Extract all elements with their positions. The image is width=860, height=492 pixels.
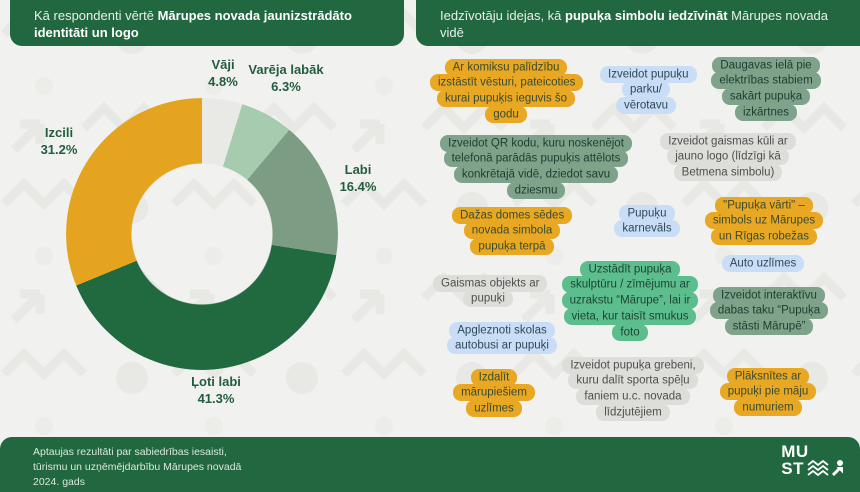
- footer-caption: Aptaujas rezultāti par sabiedrības iesai…: [33, 446, 242, 489]
- idea-tag-text: Daugavas ielā pie elektrības stabiem sak…: [711, 56, 821, 122]
- idea-tag-text: Pupuķu karnevāls: [614, 204, 680, 238]
- slice-name: Izcili: [44, 125, 74, 140]
- idea-tag-qr-code: Izveidot QR kodu, kuru noskenējot telefo…: [432, 134, 640, 200]
- logo-line-2: ST: [781, 459, 804, 478]
- header-right-bold: pupuķa simbolu iedzīvināt: [565, 8, 728, 23]
- header-right-suffix: Mārupes novada vidē: [440, 8, 829, 41]
- idea-tag-text: Uzstādīt pupuķa skulptūru / zīmējumu ar …: [561, 260, 699, 341]
- idea-tag-comics: Ar komiksu palīdzību izstāstīt vēsturi, …: [430, 58, 584, 124]
- idea-tag-gates: "Pupuķa vārti" – simbols uz Mārupes un R…: [701, 196, 827, 246]
- slice-value: 31.2%: [40, 141, 78, 157]
- idea-tag-street-signs: Daugavas ielā pie elektrības stabiem sak…: [705, 56, 827, 122]
- donut-ring: [66, 98, 338, 370]
- slice-label-loti-labi: Ļoti labi 41.3%: [170, 374, 262, 408]
- idea-tag-text: Auto uzlīmes: [721, 254, 805, 272]
- slice-name: Ļoti labi: [191, 374, 241, 389]
- logo-bird-arrow-icon: [832, 459, 843, 476]
- idea-tag-school-buses: Apgleznoti skolas autobusi ar pupuķi: [440, 321, 564, 355]
- idea-tag-text: Izveidot QR kodu, kuru noskenējot telefo…: [440, 134, 632, 200]
- slice-label-vareja-labak: Varēja labāk 6.3%: [238, 62, 334, 96]
- slice-label-vaji: Vāji 4.8%: [190, 57, 256, 91]
- idea-tag-text: Gaismas objekts ar pupuķi: [433, 274, 548, 308]
- idea-tag-comb: Izveidot pupuķa grebeni, kuru dalīt spor…: [554, 356, 712, 422]
- idea-tag-text: Izdalīt mārupiešiem uzlīmes: [453, 368, 535, 418]
- slice-name: Labi: [344, 162, 372, 177]
- idea-tag-text: Izveidot pupuķu parku/ vērotavu: [600, 65, 697, 115]
- logo-line-1: MU: [781, 442, 809, 461]
- slice-label-izcili: Izcili 31.2%: [20, 125, 98, 159]
- donut-chart: Vāji 4.8% Varēja labāk 6.3% Labi 16.4% Ļ…: [0, 46, 425, 437]
- header-left-banner: Kā respondenti vērtē Mārupes novada jaun…: [10, 0, 404, 46]
- idea-tag-car-stickers: Auto uzlīmes: [720, 254, 806, 272]
- idea-tag-text: "Pupuķa vārti" – simbols uz Mārupes un R…: [704, 196, 824, 246]
- slice-value: 4.8%: [208, 73, 238, 89]
- idea-tag-light-beam: Izveidot gaismas kūli ar jauno logo (līd…: [652, 132, 804, 182]
- header-left-bold: Mārupes novada jaunizstrādāto identitāti…: [34, 8, 352, 41]
- idea-tag-carnival: Pupuķu karnevāls: [610, 204, 684, 238]
- idea-tag-text: Izveidot gaismas kūli ar jauno logo (līd…: [660, 132, 796, 182]
- idea-tag-text: Izveidot interaktīvu dabas taku “Pupuķa …: [709, 286, 829, 336]
- must-logo: MU ST: [781, 442, 844, 478]
- idea-tag-park: Izveidot pupuķu parku/ vērotavu: [600, 65, 697, 115]
- footer: Aptaujas rezultāti par sabiedrības iesai…: [0, 437, 860, 492]
- idea-tag-sculpture: Uzstādīt pupuķa skulptūru / zīmējumu ar …: [560, 260, 700, 341]
- slice-value: 6.3%: [271, 78, 301, 94]
- slice-name: Vāji: [211, 57, 235, 72]
- idea-tag-house-plates: Plāksnītes ar pupuķi pie māju numuriem: [714, 367, 822, 417]
- idea-tag-nature-trail: Izveidot interaktīvu dabas taku “Pupuķa …: [705, 286, 833, 336]
- slice-value: 41.3%: [197, 390, 235, 406]
- slice-name: Varēja labāk: [248, 62, 324, 77]
- header-right-banner: Iedzīvotāju idejas, kā pupuķa simbolu ie…: [416, 0, 860, 46]
- header-right-prefix: Iedzīvotāju idejas, kā: [440, 8, 566, 23]
- idea-tag-text: Plāksnītes ar pupuķi pie māju numuriem: [719, 367, 817, 417]
- idea-tag-council-costume: Dažas domes sēdes novada simbola pupuķa …: [452, 206, 573, 256]
- header-left-prefix: Kā respondenti vērtē: [34, 8, 158, 23]
- slice-label-labi: Labi 16.4%: [320, 162, 396, 196]
- idea-tag-text: Ar komiksu palīdzību izstāstīt vēsturi, …: [430, 58, 584, 124]
- idea-tag-light-object: Gaismas objekts ar pupuķi: [433, 274, 548, 308]
- idea-tag-resident-stickers: Izdalīt mārupiešiem uzlīmes: [452, 368, 536, 418]
- idea-tag-text: Dažas domes sēdes novada simbola pupuķa …: [452, 206, 573, 256]
- idea-tag-text: Apgleznoti skolas autobusi ar pupuķi: [447, 321, 557, 355]
- slice-value: 16.4%: [339, 178, 377, 194]
- idea-tag-text: Izveidot pupuķa grebeni, kuru dalīt spor…: [562, 356, 704, 422]
- logo-chevrons-icon: [807, 459, 829, 476]
